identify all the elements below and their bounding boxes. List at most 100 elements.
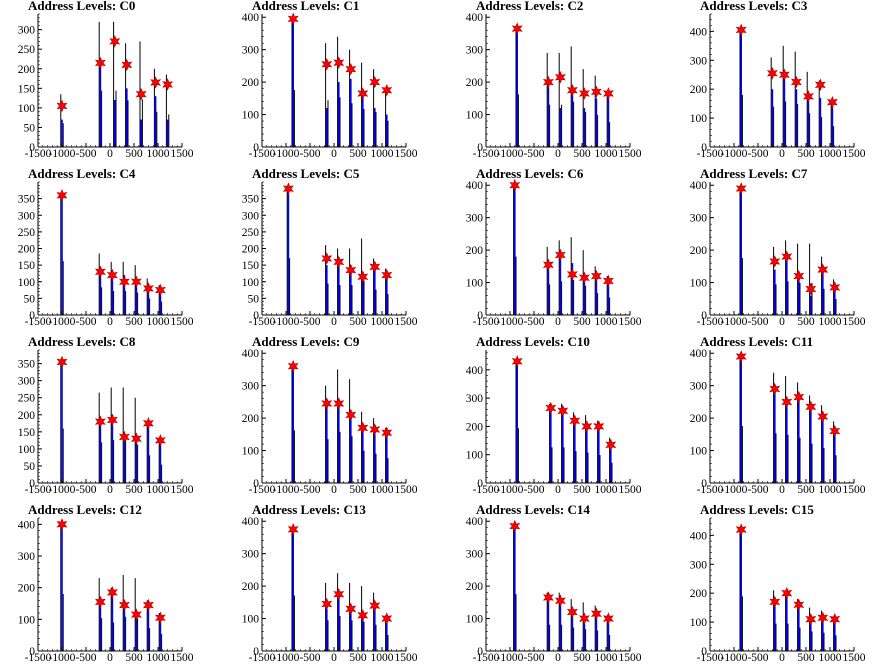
y-tick-label: 0 xyxy=(701,478,707,490)
x-tick-label: 0 xyxy=(555,148,561,160)
peak-marker xyxy=(735,23,747,37)
y-tick-label: 200 xyxy=(690,84,708,96)
peak-marker xyxy=(56,518,68,531)
peak-marker xyxy=(357,609,369,622)
peak-marker xyxy=(56,355,68,369)
x-tick-label: -1000 xyxy=(49,148,76,160)
y-tick-label: 200 xyxy=(466,421,484,433)
peak-marker xyxy=(357,270,369,284)
x-tick-label: -1500 xyxy=(473,316,500,328)
peak-marker xyxy=(369,599,381,612)
x-tick-label: 1000 xyxy=(595,148,618,160)
x-tick-label: 0 xyxy=(331,652,337,664)
peak-marker xyxy=(154,611,166,625)
x-tick-label: 1000 xyxy=(819,484,842,496)
peak-marker xyxy=(357,421,369,435)
chart-panel-3: Address Levels: C3 0 100 200 300 400 -1500 -100… xyxy=(672,0,896,168)
x-tick-label: -1500 xyxy=(249,316,276,328)
y-tick-label: 100 xyxy=(690,113,708,125)
y-tick-label: 400 xyxy=(18,519,36,531)
peak-marker xyxy=(590,269,602,283)
x-tick-label: 0 xyxy=(779,484,785,496)
x-tick-label: 1500 xyxy=(395,148,418,160)
x-tick-label: 1000 xyxy=(595,652,618,664)
x-tick-label: 1000 xyxy=(147,652,170,664)
chart-title: Address Levels: C13 xyxy=(252,502,366,517)
y-tick-label: 300 xyxy=(242,210,260,222)
x-tick-label: -1000 xyxy=(721,484,748,496)
y-tick-label: 100 xyxy=(18,277,36,289)
x-tick-label: 0 xyxy=(555,652,561,664)
peak-marker xyxy=(581,420,593,433)
peak-marker xyxy=(805,282,817,296)
peak-marker xyxy=(590,607,602,621)
x-tick-label: -500 xyxy=(75,148,96,160)
peak-marker xyxy=(142,598,154,612)
x-tick-label: -1500 xyxy=(25,484,52,496)
peak-marker xyxy=(511,355,523,368)
x-tick-label: 500 xyxy=(573,484,591,496)
x-tick-label: 500 xyxy=(573,148,591,160)
peak-marker xyxy=(509,519,521,533)
x-tick-label: 0 xyxy=(779,148,785,160)
chart-panel-6: Address Levels: C6 0 100 200 300 400 -1500 -100… xyxy=(448,166,672,336)
y-tick-label: 400 xyxy=(466,365,484,377)
x-tick-label: 1500 xyxy=(843,652,866,664)
y-tick-label: 200 xyxy=(466,581,484,593)
x-tick-label: 0 xyxy=(779,316,785,328)
x-tick-label: -500 xyxy=(75,652,96,664)
y-tick-label: 150 xyxy=(18,83,36,95)
x-tick-label: -1500 xyxy=(25,652,52,664)
x-tick-label: -1500 xyxy=(25,148,52,160)
y-tick-label: 200 xyxy=(466,245,484,257)
y-tick-label: 100 xyxy=(466,110,484,122)
peak-marker xyxy=(781,586,793,600)
x-tick-label: 1500 xyxy=(619,148,642,160)
x-tick-label: -500 xyxy=(299,316,320,328)
chart-title: Address Levels: C0 xyxy=(28,0,135,13)
peak-marker xyxy=(94,56,106,70)
x-tick-label: 500 xyxy=(573,316,591,328)
x-tick-label: -1500 xyxy=(473,148,500,160)
peak-marker xyxy=(511,22,523,35)
chart-svg-10: Address Levels: C10 0 100 200 300 400 -1500-10… xyxy=(466,334,642,496)
y-tick-label: 300 xyxy=(18,551,36,563)
x-tick-label: -1000 xyxy=(721,148,748,160)
peak-marker xyxy=(333,397,345,410)
y-tick-label: 200 xyxy=(242,413,260,425)
x-tick-label: 500 xyxy=(349,316,367,328)
peak-marker xyxy=(345,62,357,76)
x-tick-label: 1000 xyxy=(819,148,842,160)
x-tick-label: 500 xyxy=(125,316,143,328)
y-tick-label: 200 xyxy=(18,410,36,422)
peak-marker xyxy=(321,252,333,265)
x-tick-label: 500 xyxy=(349,652,367,664)
peak-marker xyxy=(130,432,142,445)
peak-marker xyxy=(357,87,369,100)
y-tick-label: 200 xyxy=(242,244,260,256)
peak-marker xyxy=(369,260,381,274)
chart-panel-4: Address Levels: C4 0 50 100 150 200 250 300 350 -… xyxy=(0,166,224,336)
chart-title: Address Levels: C15 xyxy=(700,502,814,517)
x-tick-label: 500 xyxy=(349,148,367,160)
y-tick-label: 100 xyxy=(242,277,260,289)
x-tick-label: 1000 xyxy=(371,148,394,160)
y-tick-label: 50 xyxy=(24,293,36,305)
peak-marker xyxy=(282,182,294,195)
x-tick-label: -1000 xyxy=(721,316,748,328)
y-tick-label: 200 xyxy=(18,244,36,256)
x-tick-label: -1000 xyxy=(721,652,748,664)
peak-marker xyxy=(333,56,345,69)
chart-svg-11: Address Levels: C11 0 100 200 300 400 -1500-10… xyxy=(690,334,866,496)
peak-marker xyxy=(106,268,118,282)
peak-marker xyxy=(381,83,393,97)
peak-marker xyxy=(817,263,829,276)
x-tick-label: -1000 xyxy=(497,316,524,328)
chart-title: Address Levels: C3 xyxy=(700,0,808,13)
peak-marker xyxy=(826,95,838,109)
peak-marker xyxy=(287,359,299,373)
y-tick-label: 100 xyxy=(690,446,708,458)
y-tick-label: 400 xyxy=(466,180,484,192)
chart-panel-9: Address Levels: C9 0 100 200 300 400 -1500 -100… xyxy=(224,334,448,504)
peak-marker xyxy=(345,602,357,616)
